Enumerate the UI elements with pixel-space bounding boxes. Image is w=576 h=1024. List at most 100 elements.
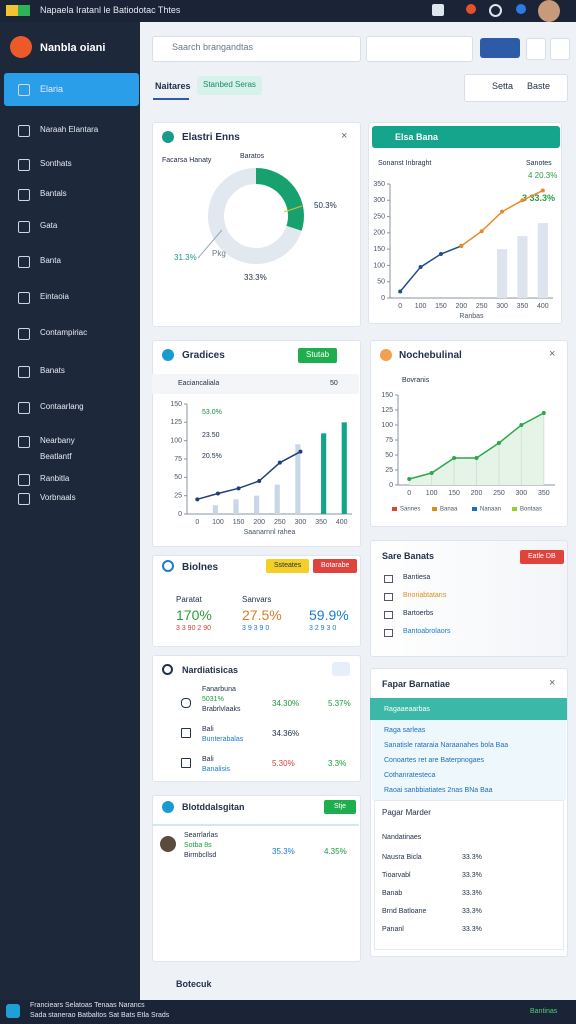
nav-icon bbox=[18, 189, 30, 201]
close-button[interactable]: × bbox=[341, 130, 348, 142]
list-icon bbox=[384, 611, 393, 619]
status-text: Sada stanerao Batbaltos Sat Bats Etla Sr… bbox=[30, 1012, 170, 1019]
table-cell: 33.3% bbox=[462, 908, 482, 915]
nav-item[interactable]: Bantals bbox=[40, 189, 67, 198]
y-tick-label: 150 bbox=[381, 392, 393, 399]
line bbox=[399, 245, 462, 292]
button[interactable] bbox=[526, 38, 546, 60]
icon[interactable] bbox=[432, 4, 444, 16]
legend-label: Banaa bbox=[440, 507, 458, 513]
table-cell: Brnd Batloane bbox=[382, 908, 427, 915]
link[interactable]: Cothanratesteca bbox=[384, 772, 436, 779]
active-item[interactable] bbox=[4, 73, 139, 106]
nav-item[interactable]: Eintaoia bbox=[40, 292, 69, 301]
row-metric: 5.30% bbox=[272, 759, 295, 768]
row-metric: 3.3% bbox=[328, 759, 347, 768]
avatar[interactable] bbox=[538, 0, 560, 22]
line bbox=[197, 451, 301, 501]
chart-subtitle: Sanotes bbox=[526, 160, 552, 167]
icon[interactable] bbox=[466, 4, 476, 14]
y-tick-label: 250 bbox=[373, 213, 385, 220]
table-cell: Nausra Bicla bbox=[382, 854, 422, 861]
card-title: Elsa Bana bbox=[395, 132, 439, 142]
nav-item[interactable]: Gata bbox=[40, 221, 58, 230]
link[interactable]: Raoai sanbbiatiates 2nas BNa Baa bbox=[384, 787, 493, 794]
table-cell: Tioarvabl bbox=[382, 872, 411, 879]
list-item[interactable]: Bartoerbs bbox=[403, 610, 434, 617]
toolbar-button[interactable]: Setta bbox=[492, 81, 514, 91]
bar bbox=[233, 499, 239, 514]
tab[interactable]: Naitares bbox=[155, 81, 191, 91]
point bbox=[474, 456, 479, 460]
link[interactable]: Sanatisle rataraia Naraanahes bola Baa bbox=[384, 742, 509, 749]
button[interactable]: Eatle DB bbox=[520, 550, 564, 564]
bar bbox=[295, 444, 301, 514]
stat-value: 27.5% bbox=[242, 607, 282, 623]
row-sub: Bunterabalas bbox=[202, 736, 244, 743]
nav-item[interactable]: Banta bbox=[40, 256, 61, 265]
nav-item[interactable]: Contaarlang bbox=[40, 402, 84, 411]
nav-icon bbox=[18, 125, 30, 137]
list-item[interactable]: Bnoriabtatans bbox=[403, 592, 447, 599]
bar bbox=[212, 505, 218, 514]
filter-value[interactable]: 50 bbox=[330, 380, 338, 387]
nav-item[interactable]: Vorbnaals bbox=[40, 493, 76, 502]
link[interactable]: Raga sarleas bbox=[384, 727, 426, 734]
point bbox=[541, 411, 546, 415]
point bbox=[519, 423, 524, 427]
x-tick-label: 300 bbox=[516, 490, 528, 497]
nav-item[interactable]: Sonthats bbox=[40, 159, 72, 168]
nav-item[interactable]: Elaria bbox=[40, 84, 64, 94]
nav-icon bbox=[18, 402, 30, 414]
icon[interactable] bbox=[489, 4, 502, 17]
highlight-bar bbox=[370, 698, 567, 720]
window-title: Napaela Iratanl le Batiodotac Thtes bbox=[40, 5, 181, 15]
legend-swatch bbox=[432, 507, 437, 511]
filter-row bbox=[152, 374, 359, 394]
annotation: 33.3% bbox=[244, 273, 267, 282]
card-title: Sare Banats bbox=[382, 551, 435, 561]
x-tick-label: 200 bbox=[471, 490, 483, 497]
y-tick-label: 25 bbox=[174, 493, 182, 500]
button[interactable] bbox=[480, 38, 520, 58]
filter-select[interactable] bbox=[366, 36, 473, 62]
icon[interactable] bbox=[516, 4, 526, 14]
donut-segment bbox=[208, 168, 302, 264]
list-item[interactable]: Bantiesa bbox=[403, 574, 431, 581]
link[interactable]: Conoartes ret are Baterpnogaes bbox=[384, 757, 485, 764]
nav-item[interactable]: Naraah Elantara bbox=[40, 125, 99, 134]
button[interactable]: Ssteates bbox=[266, 559, 310, 573]
x-tick-label: 200 bbox=[455, 303, 467, 310]
point bbox=[479, 229, 484, 234]
member-sub: Birmbcllsd bbox=[184, 852, 217, 859]
row-icon bbox=[181, 728, 191, 738]
nav-item[interactable]: Beatlantf bbox=[40, 452, 72, 461]
toolbar-button[interactable]: Baste bbox=[527, 81, 551, 91]
bar bbox=[321, 433, 327, 514]
nav-item[interactable]: Contampiriac bbox=[40, 328, 88, 337]
search-box[interactable] bbox=[152, 36, 361, 62]
nav-item[interactable]: Banats bbox=[40, 366, 65, 375]
button[interactable] bbox=[332, 662, 350, 676]
x-tick-label: 400 bbox=[336, 519, 348, 526]
list-item[interactable]: Bantoabrolaors bbox=[403, 628, 451, 635]
y-tick-label: 100 bbox=[373, 262, 385, 269]
y-tick-label: 125 bbox=[381, 407, 393, 414]
point bbox=[520, 198, 525, 203]
close-button[interactable]: × bbox=[549, 677, 556, 689]
button[interactable]: Stutab bbox=[298, 348, 338, 363]
filter-label: Eaciancaliala bbox=[178, 380, 220, 387]
nav-item[interactable]: Ranbitla bbox=[40, 474, 70, 483]
button[interactable]: Botarabe bbox=[313, 559, 358, 573]
annotation: 3 33.3% bbox=[522, 193, 556, 203]
y-tick-label: 50 bbox=[385, 452, 393, 459]
tab[interactable]: Stanbed Seras bbox=[197, 76, 262, 95]
button[interactable] bbox=[550, 38, 570, 60]
button[interactable]: Stje bbox=[324, 800, 357, 814]
point bbox=[215, 491, 220, 496]
card-title: Nochebulinal bbox=[399, 350, 462, 361]
list-icon bbox=[384, 629, 393, 637]
close-button[interactable]: × bbox=[549, 348, 556, 360]
nav-item[interactable]: Nearbany bbox=[40, 436, 75, 445]
toolbar bbox=[464, 74, 568, 102]
